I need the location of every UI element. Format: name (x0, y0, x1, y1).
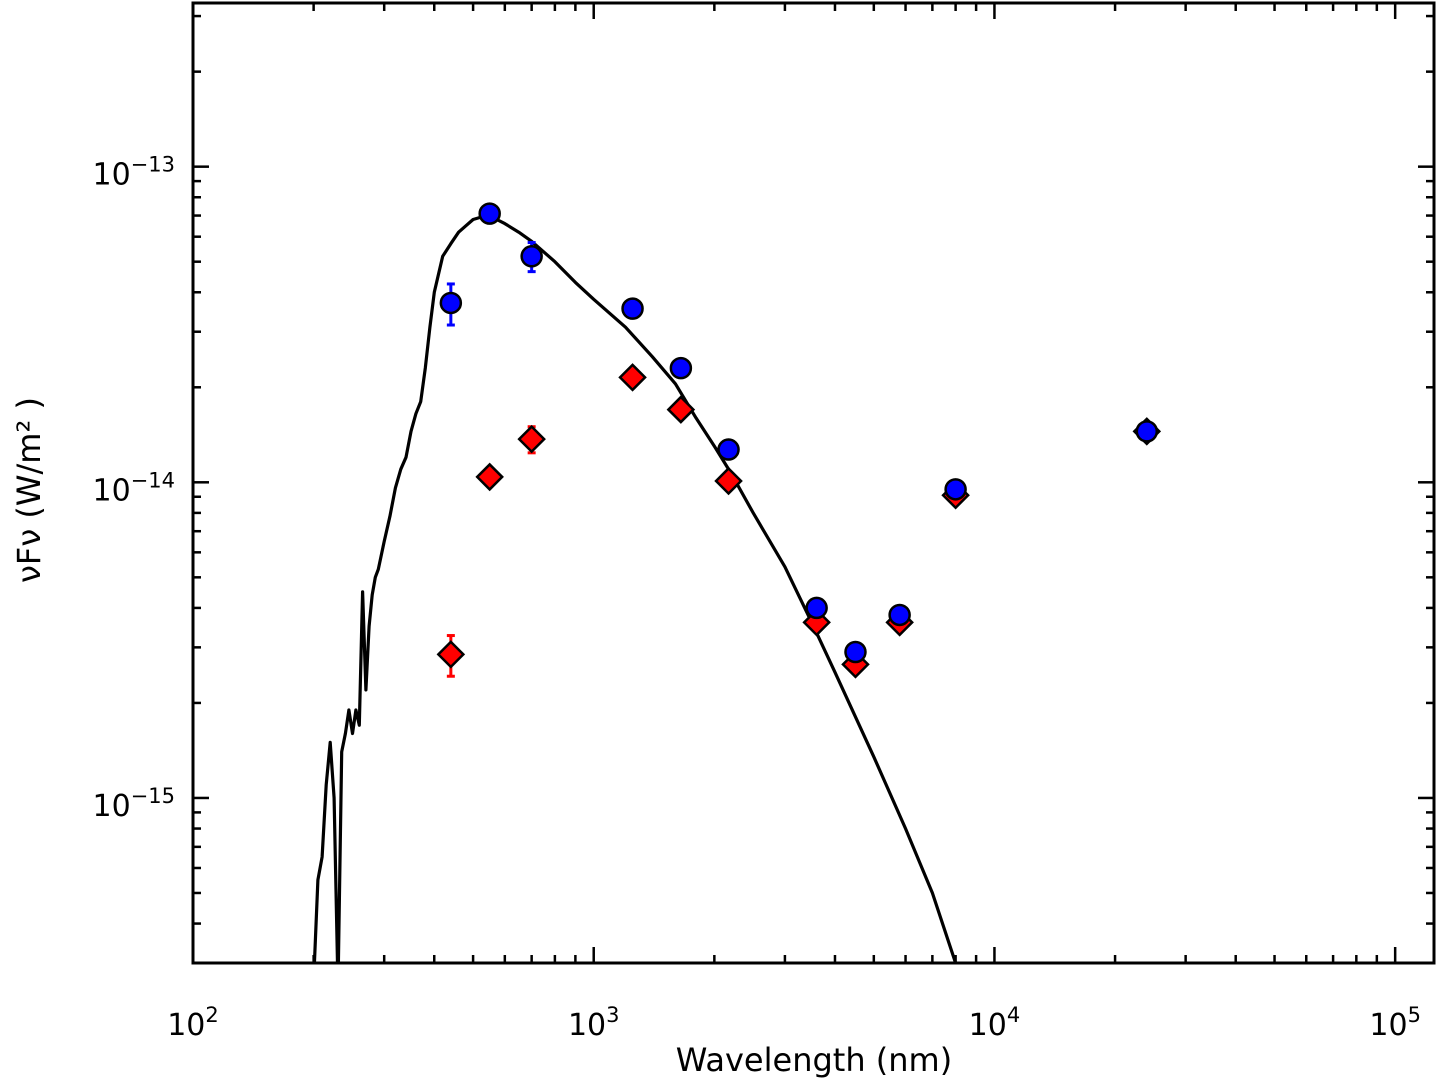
red-diamond-point (618, 363, 647, 392)
y-tick-label: 10−13 (92, 153, 175, 193)
y-tick-label: 10−14 (92, 468, 175, 508)
blue-circle-point (439, 291, 463, 315)
y-tick-label: 10−15 (92, 784, 175, 824)
minor-ticks (193, 3, 1434, 965)
blue-circle-point (805, 596, 828, 620)
tick-exponent: 5 (1408, 1003, 1421, 1027)
tick-exponent: 4 (1007, 1003, 1020, 1027)
x-tick-label: 102 (167, 1003, 219, 1043)
blue-circle-point (944, 478, 967, 501)
red-diamond-points (436, 363, 1162, 679)
tick-base: 10 (92, 789, 130, 824)
x-axis-label: Wavelength (nm) (676, 1041, 952, 1079)
x-tick-label: 103 (568, 1003, 620, 1043)
tick-exponent: −14 (131, 468, 175, 492)
red-diamond-point (714, 466, 743, 496)
tick-base: 10 (1369, 1008, 1407, 1043)
tick-base: 10 (969, 1008, 1007, 1043)
tick-exponent: −13 (131, 153, 175, 177)
red-diamond-point (475, 462, 504, 492)
x-tick-labels: 102 103 104 105 (167, 1003, 1421, 1043)
y-axis-label: νFν (W/m² ) (10, 397, 48, 583)
red-diamond-point (666, 395, 696, 424)
blue-circle-points (439, 202, 1159, 664)
blue-circle-point (520, 245, 543, 268)
blue-circle-point (844, 640, 867, 664)
major-ticks (191, 3, 1434, 963)
tick-exponent: 3 (606, 1003, 619, 1027)
red-diamond-point (517, 424, 546, 454)
model-spectrum-line (312, 214, 958, 963)
blue-circle-point (621, 297, 644, 320)
x-tick-label: 104 (969, 1003, 1021, 1043)
blue-circle-point (888, 603, 911, 627)
tick-exponent: 2 (205, 1003, 218, 1027)
red-diamond-point (436, 640, 466, 669)
plot-area (312, 202, 1162, 963)
blue-circle-point (669, 356, 693, 380)
tick-exponent: −15 (131, 784, 175, 808)
blue-circle-point (478, 202, 501, 225)
tick-base: 10 (568, 1008, 606, 1043)
tick-base: 10 (92, 473, 130, 508)
blue-circle-point (1135, 420, 1159, 443)
tick-base: 10 (92, 158, 130, 193)
x-tick-label: 105 (1369, 1003, 1421, 1043)
tick-base: 10 (167, 1008, 205, 1043)
blue-circle-point (717, 438, 740, 461)
plot-frame (191, 1, 1436, 965)
